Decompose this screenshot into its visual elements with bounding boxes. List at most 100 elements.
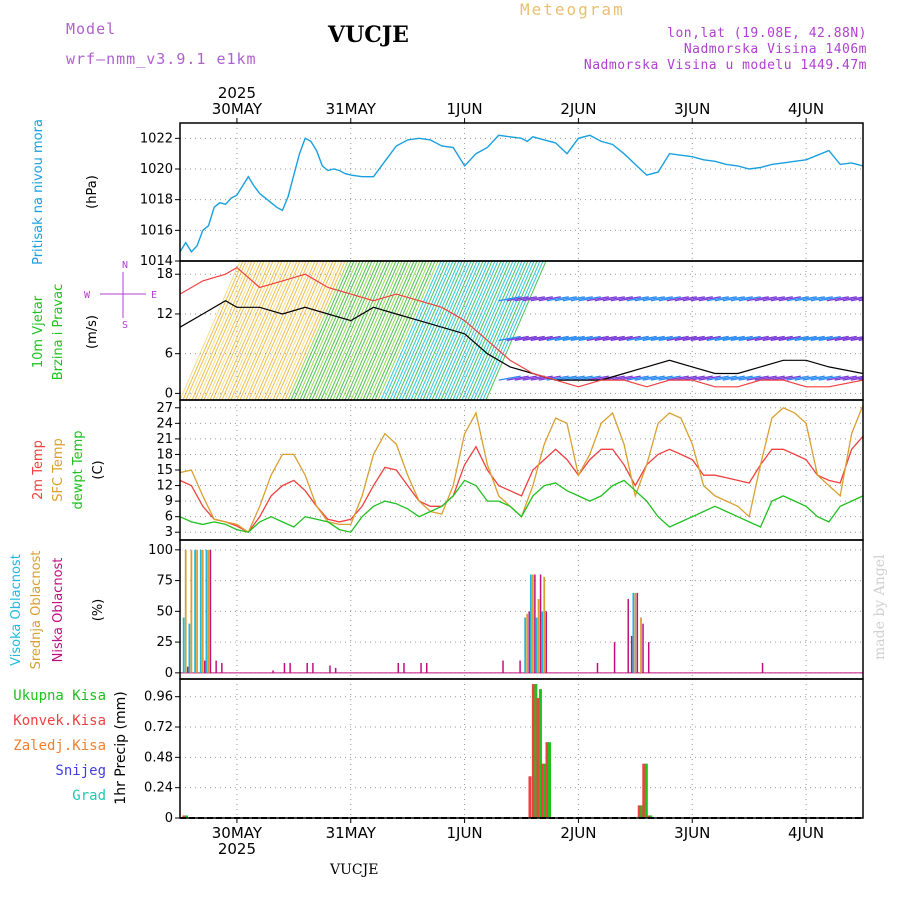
wind-vector — [722, 296, 745, 302]
wind-vector — [287, 261, 349, 400]
precip-conv-bar — [182, 815, 186, 818]
wind-vector — [562, 375, 585, 381]
wind-vector — [674, 375, 697, 381]
wind-vector — [302, 261, 364, 400]
wind-vector — [308, 261, 370, 400]
time-label-top: 4JUN — [788, 100, 824, 118]
wind-axis-title-1: 10m Vjetar — [31, 295, 46, 368]
wind-vector — [281, 261, 343, 400]
wind-vector — [586, 335, 609, 342]
pressure-unit: (hPa) — [85, 175, 100, 209]
wind-vector — [778, 335, 801, 342]
wind-vector — [778, 296, 801, 302]
wind-vector — [610, 296, 633, 302]
wind-vector — [440, 261, 502, 400]
wind-vector — [570, 375, 593, 381]
wind-vector — [602, 375, 625, 381]
y-tick-label: 1020 — [140, 162, 173, 177]
wind-vector — [714, 335, 737, 342]
wind-vector — [356, 261, 418, 400]
wind-vector — [698, 296, 721, 302]
wind-vector — [506, 335, 529, 342]
wind-vector — [762, 335, 785, 342]
wind-vector — [578, 375, 601, 381]
wind-vector — [762, 296, 785, 302]
precip-axis-title: 1hr Precip (mm) — [113, 691, 129, 804]
y-tick-label: 1022 — [140, 131, 173, 146]
wind-vector — [690, 335, 713, 342]
time-label-top: 1JUN — [446, 100, 482, 118]
y-tick-label: 27 — [156, 401, 173, 416]
wind-vector — [738, 296, 761, 302]
wind-vector — [455, 261, 517, 400]
precip-total-bar — [538, 689, 542, 818]
y-tick-label: 25 — [156, 635, 173, 650]
wind-vector — [674, 296, 697, 302]
time-label-bottom: 1JUN — [446, 824, 482, 842]
wind-vector — [818, 375, 841, 381]
wind-vector — [826, 335, 849, 342]
wind-vector — [554, 375, 577, 381]
wind-vector — [374, 261, 436, 400]
wind-vector — [473, 261, 535, 400]
wind-vector — [682, 296, 705, 302]
wind-vector — [818, 296, 841, 302]
temp-axis-title-1: 2m Temp — [31, 440, 46, 500]
precip-total-bar — [640, 805, 644, 818]
wind-vector — [650, 296, 673, 302]
wind-vector — [248, 261, 310, 400]
wind-vector — [443, 261, 505, 400]
y-tick-label: 1014 — [140, 254, 173, 269]
product-title: Meteogram — [520, 0, 625, 19]
wind-vector — [626, 375, 649, 381]
y-tick-label: 12 — [156, 479, 173, 494]
wind-vector — [254, 261, 316, 400]
temp-series-2 — [179, 479, 864, 533]
wind-vector — [610, 335, 633, 342]
wind-vector — [392, 261, 454, 400]
wind-barbs — [180, 261, 863, 400]
temp-series-0 — [179, 435, 864, 534]
wind-vector — [754, 375, 777, 381]
precip-conv-bar — [545, 742, 549, 818]
wind-vector — [215, 261, 277, 400]
wind-vector — [365, 261, 427, 400]
wind-vector — [275, 261, 337, 400]
wind-vector — [404, 261, 466, 400]
wind-vector — [770, 375, 793, 381]
wind-vector — [706, 296, 729, 302]
y-tick-label: 100 — [148, 543, 173, 558]
wind-vector — [546, 375, 569, 381]
model-name: wrf—nmm_v3.9.1 e1km — [66, 50, 257, 68]
wind-vector — [530, 335, 553, 342]
wind-vector — [530, 296, 553, 302]
precip-legend-1: Konvek.Kisa — [13, 713, 106, 729]
wind-vector — [514, 375, 537, 381]
wind-vector — [522, 296, 545, 302]
wind-vector — [746, 296, 769, 302]
temp-axis-title-3: dewpt Temp — [71, 430, 86, 509]
wind-vector — [449, 261, 511, 400]
wind-vector — [682, 375, 705, 381]
wind-vector — [706, 335, 729, 342]
precip-total-bar — [649, 815, 653, 818]
wind-vector — [371, 261, 433, 400]
y-tick-label: 6 — [165, 510, 173, 525]
wind-vector — [476, 261, 538, 400]
wind-vector — [634, 296, 657, 302]
wind-axis-title-2: Brzina i Pravac — [51, 284, 66, 381]
wind-vector — [770, 335, 793, 342]
wind-vector — [434, 261, 496, 400]
wind-vector — [754, 296, 777, 302]
wind-vector — [730, 296, 753, 302]
wind-vector — [245, 261, 307, 400]
wind-vector — [305, 261, 367, 400]
wind-vector — [714, 375, 737, 381]
wind-vector — [602, 296, 625, 302]
panel-frame-0 — [179, 122, 864, 262]
time-label-bottom: 30MAY — [212, 824, 263, 842]
wind-vector — [642, 335, 665, 342]
wind-vector — [446, 261, 508, 400]
wind-vector — [730, 335, 753, 342]
